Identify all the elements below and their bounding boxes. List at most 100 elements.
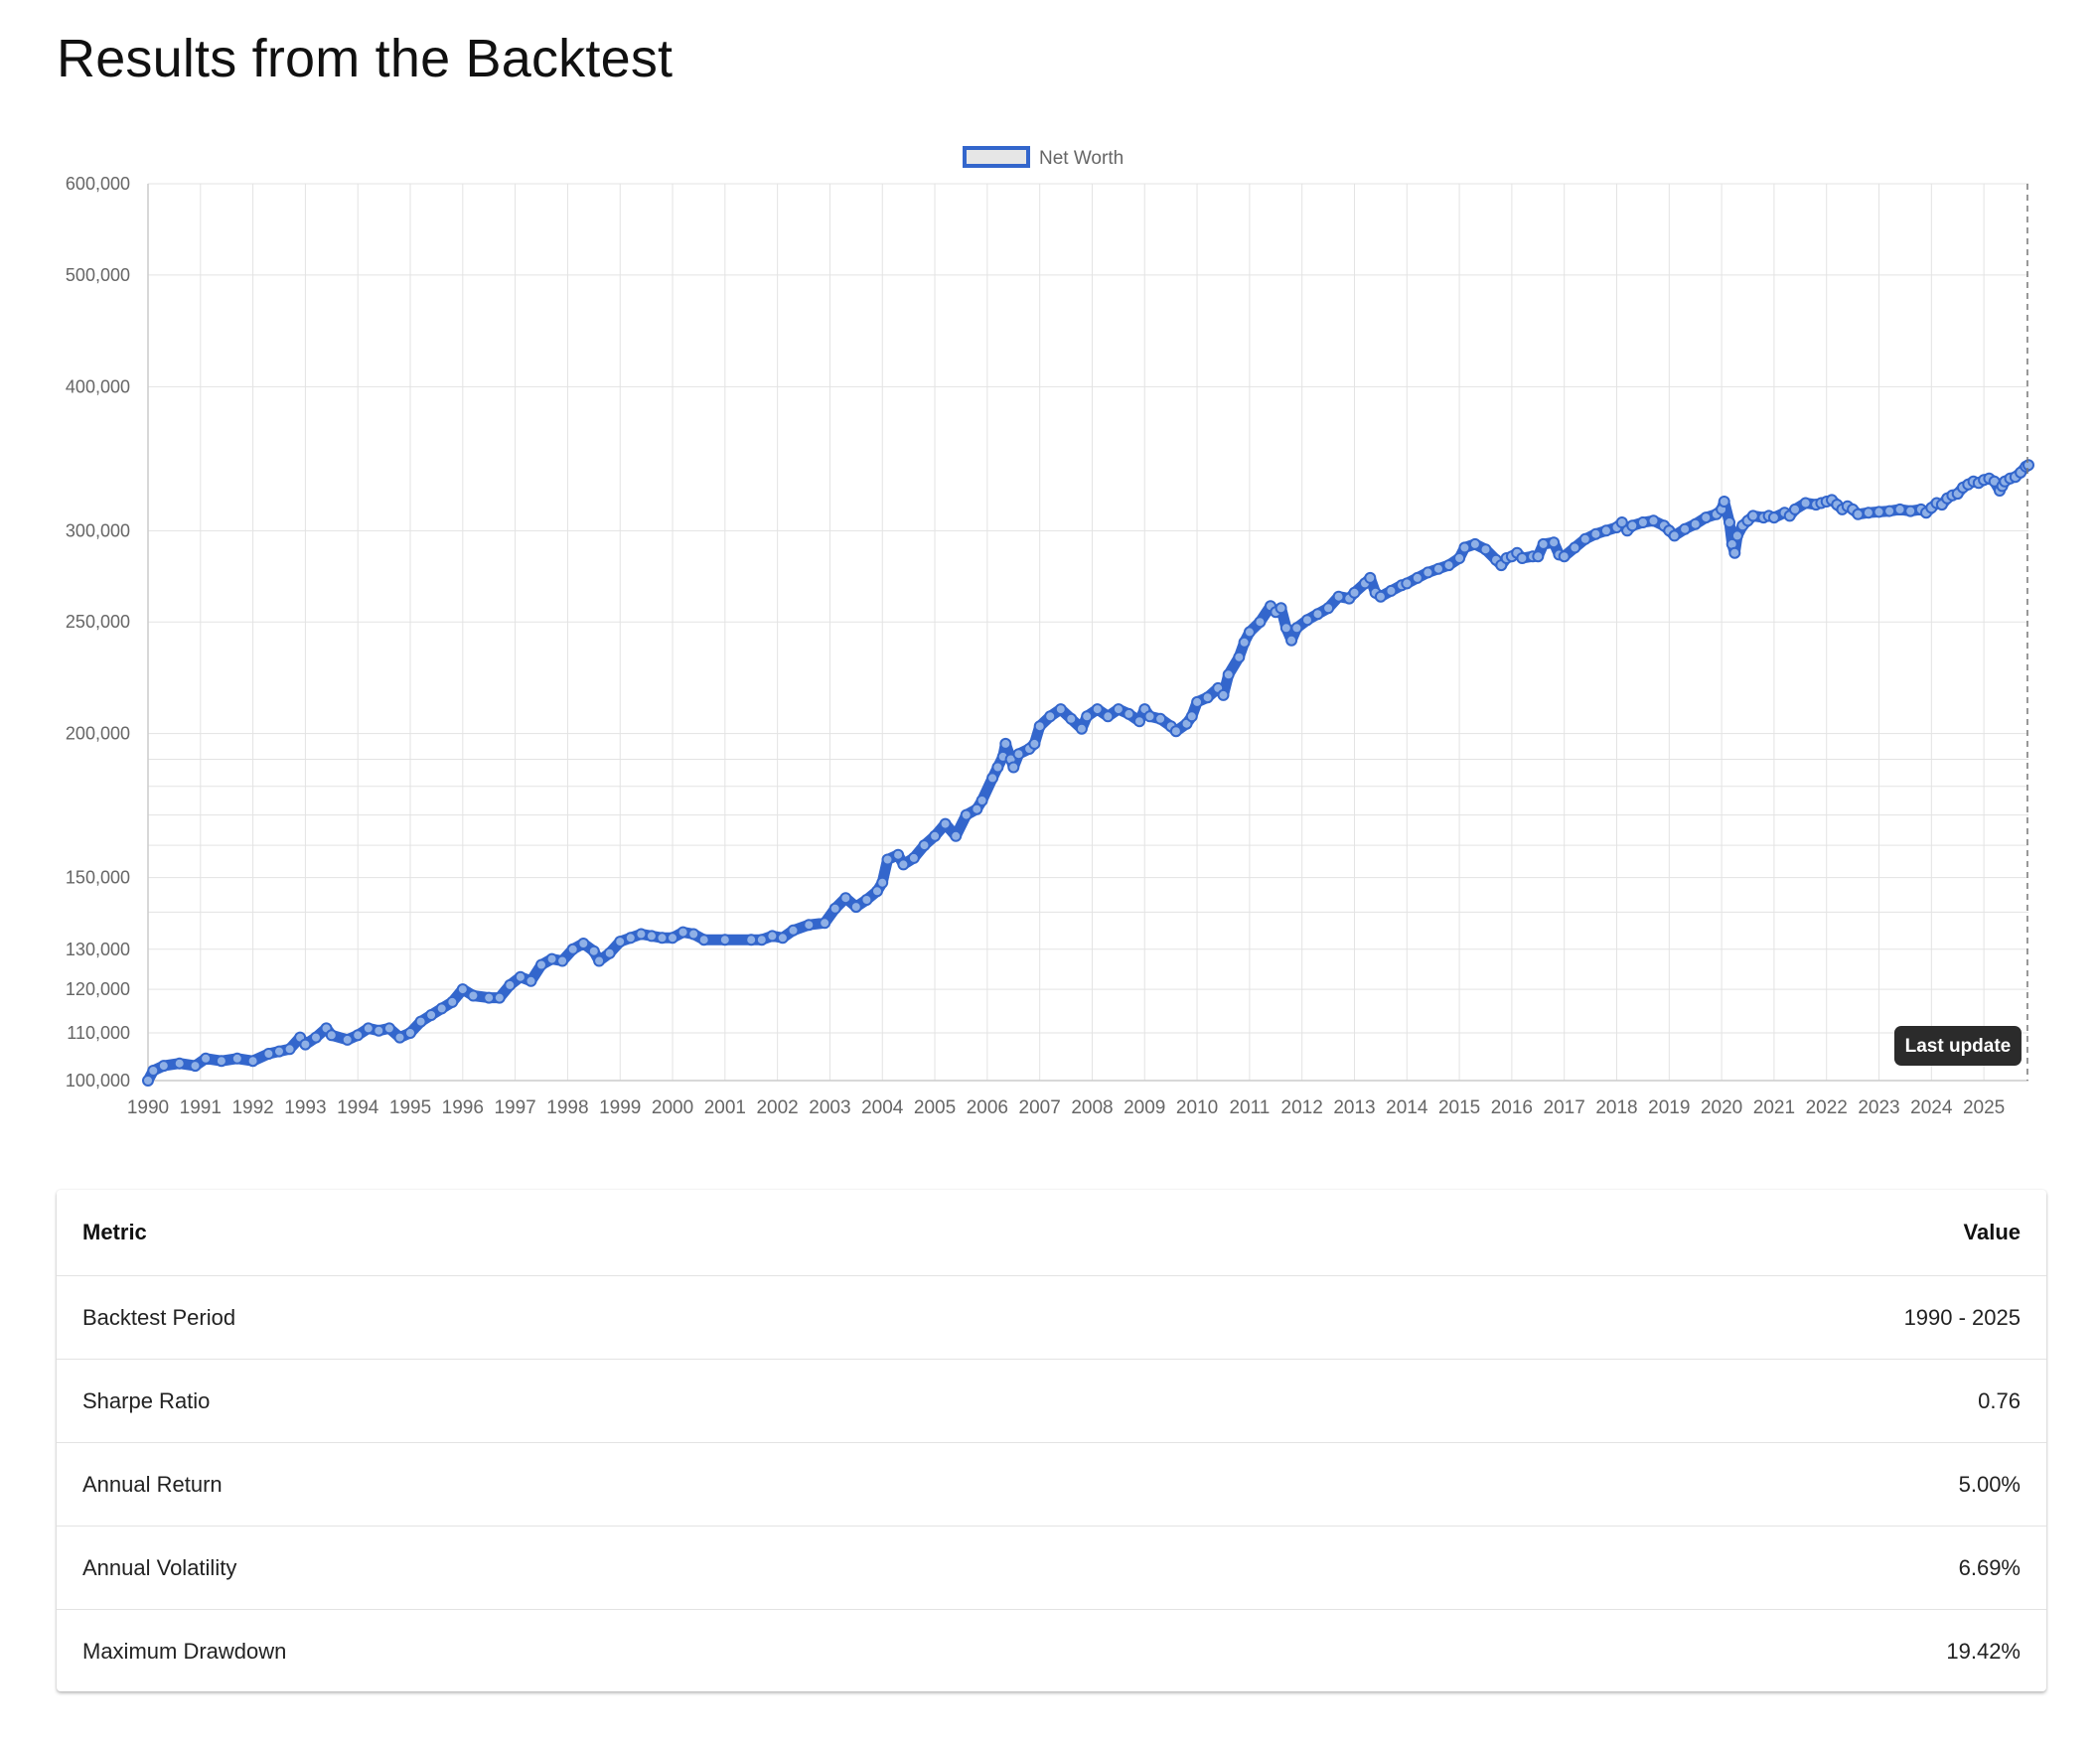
net-worth-point — [828, 902, 841, 915]
net-worth-point — [493, 991, 506, 1004]
y-tick-label: 200,000 — [66, 724, 130, 744]
net-worth-point — [1364, 571, 1377, 584]
net-worth-point — [283, 1043, 296, 1056]
net-worth-point — [577, 938, 590, 949]
net-worth-point — [975, 795, 988, 806]
x-tick-label: 1994 — [337, 1097, 379, 1118]
net-worth-point — [766, 930, 779, 943]
net-worth-point — [556, 954, 569, 967]
net-worth-point — [1516, 552, 1529, 564]
net-worth-point — [1123, 707, 1135, 720]
net-worth-point — [467, 989, 480, 1002]
net-worth-point — [1290, 622, 1303, 635]
net-worth-point — [382, 1022, 395, 1035]
net-worth-point — [1724, 516, 1735, 528]
net-worth-point — [1075, 722, 1088, 735]
net-worth-point — [986, 772, 999, 785]
last-update-label: Last update — [1905, 1036, 2012, 1057]
net-worth-point — [1700, 511, 1713, 524]
net-worth-point — [1532, 550, 1545, 563]
x-tick-label: 1997 — [494, 1097, 535, 1118]
x-tick-label: 2025 — [1963, 1097, 2005, 1118]
net-worth-point — [991, 761, 1004, 774]
net-worth-point — [514, 970, 526, 983]
y-tick-label: 130,000 — [66, 940, 130, 959]
net-worth-point — [230, 1052, 243, 1065]
net-worth-point — [1679, 522, 1692, 535]
x-tick-label: 2019 — [1648, 1097, 1690, 1118]
net-worth-point — [525, 974, 537, 987]
x-tick-label: 2020 — [1701, 1097, 1742, 1118]
net-worth-point — [776, 932, 789, 945]
net-worth-point — [1033, 720, 1046, 733]
net-worth-point — [1453, 552, 1466, 564]
metric-column-header: Metric — [57, 1190, 1257, 1276]
x-tick-label: 2024 — [1910, 1097, 1953, 1118]
y-tick-label: 400,000 — [66, 376, 130, 396]
net-worth-point — [587, 945, 600, 957]
value-column-header: Value — [1256, 1190, 2046, 1276]
net-worth-point — [860, 894, 873, 906]
net-worth-point — [142, 1075, 154, 1087]
net-worth-point — [1852, 508, 1865, 520]
x-tick-label: 2006 — [967, 1097, 1008, 1118]
net-worth-point — [1537, 537, 1550, 550]
net-worth-point — [215, 1055, 227, 1068]
y-tick-label: 300,000 — [66, 520, 130, 540]
net-worth-point — [352, 1029, 365, 1042]
net-worth-point — [819, 917, 831, 930]
net-worth-point — [373, 1024, 385, 1037]
net-worth-point — [1401, 577, 1414, 590]
net-worth-point — [1442, 559, 1455, 572]
net-worth-point — [1311, 608, 1324, 621]
metrics-header-row: Metric Value — [57, 1190, 2046, 1276]
net-worth-point — [435, 1002, 448, 1015]
net-worth-point — [1201, 691, 1214, 704]
net-worth-point — [1668, 529, 1681, 542]
net-worth-point — [189, 1060, 202, 1073]
net-worth-point — [566, 943, 579, 955]
net-worth-point — [545, 952, 558, 965]
net-worth-point — [1279, 622, 1292, 635]
x-tick-label: 2011 — [1229, 1097, 1270, 1118]
net-worth-point — [1589, 527, 1602, 540]
x-tick-label: 1991 — [180, 1097, 222, 1118]
net-worth-point — [1468, 537, 1481, 550]
metric-value: 1990 - 2025 — [1256, 1275, 2046, 1360]
metrics-table: Metric Value Backtest Period 1990 - 2025… — [57, 1190, 2046, 1691]
net-worth-point — [535, 958, 547, 971]
table-row: Annual Volatility 6.69% — [57, 1526, 2046, 1610]
net-worth-point — [1154, 712, 1167, 725]
metric-value: 0.76 — [1256, 1359, 2046, 1443]
net-worth-point — [1054, 703, 1067, 716]
net-worth-point — [325, 1029, 338, 1042]
net-worth-point — [593, 954, 606, 967]
net-worth-point — [614, 936, 627, 948]
x-tick-label: 1998 — [546, 1097, 588, 1118]
net-worth-point — [404, 1027, 416, 1039]
chart-svg: 100,000 110,000 120,000 130,000 150,000 200,0… — [66, 146, 2034, 1118]
net-worth-point — [745, 934, 758, 946]
x-tick-label: 2018 — [1595, 1097, 1637, 1118]
net-worth-point — [341, 1033, 354, 1046]
y-tick-label: 100,000 — [66, 1071, 130, 1091]
net-worth-point — [999, 737, 1012, 750]
net-worth-point — [1615, 516, 1628, 528]
metric-name: Maximum Drawdown — [82, 1638, 287, 1664]
x-tick-label: 1990 — [127, 1097, 169, 1118]
y-tick-label: 150,000 — [66, 868, 130, 888]
x-tick-label: 2004 — [861, 1097, 904, 1118]
legend-label: Net Worth — [1039, 148, 1124, 169]
net-worth-point — [483, 991, 496, 1004]
net-worth-point — [1548, 536, 1561, 549]
x-tick-label: 2023 — [1858, 1097, 1899, 1118]
net-worth-point — [1191, 695, 1204, 708]
x-tick-label: 1993 — [284, 1097, 326, 1118]
net-worth-point — [1217, 688, 1230, 701]
y-tick-label: 110,000 — [67, 1023, 130, 1043]
net-worth-point — [1285, 634, 1298, 647]
net-worth-point — [200, 1052, 213, 1065]
net-worth-point — [950, 829, 963, 842]
net-worth-point — [1432, 562, 1444, 575]
net-worth-point — [687, 928, 700, 941]
